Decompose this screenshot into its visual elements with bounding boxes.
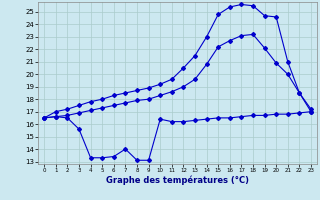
X-axis label: Graphe des températures (°C): Graphe des températures (°C) (106, 176, 249, 185)
